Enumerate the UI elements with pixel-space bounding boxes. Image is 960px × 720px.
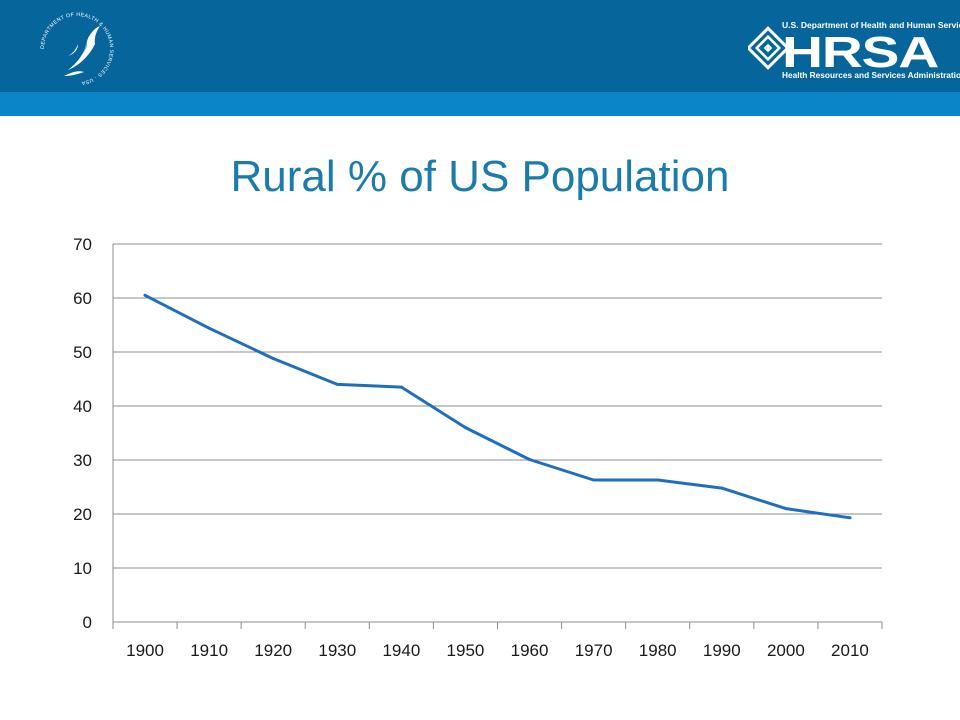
y-tick-label: 70 bbox=[73, 235, 92, 254]
data-point bbox=[399, 385, 403, 389]
hrsa-subtitle: Health Resources and Services Administra… bbox=[782, 70, 960, 80]
data-point bbox=[463, 426, 467, 430]
chart-title: Rural % of US Population bbox=[230, 152, 730, 201]
y-tick-label: 50 bbox=[73, 343, 92, 362]
data-point bbox=[784, 507, 788, 511]
data-point bbox=[656, 478, 660, 482]
data-point bbox=[848, 516, 852, 520]
y-tick-label: 60 bbox=[73, 289, 92, 308]
x-tick-label: 1980 bbox=[639, 641, 677, 660]
x-tick-label: 1950 bbox=[447, 641, 485, 660]
x-tick-label: 1920 bbox=[254, 641, 292, 660]
x-tick-label: 1910 bbox=[190, 641, 228, 660]
x-tick-label: 1900 bbox=[126, 641, 164, 660]
y-tick-label: 30 bbox=[73, 451, 92, 470]
data-point bbox=[143, 293, 147, 297]
data-point bbox=[271, 356, 275, 360]
x-tick-label: 2010 bbox=[831, 641, 869, 660]
hrsa-wordmark: HRSA bbox=[782, 28, 938, 77]
data-point bbox=[720, 486, 724, 490]
x-tick-label: 1930 bbox=[318, 641, 356, 660]
data-point bbox=[335, 382, 339, 386]
x-tick-label: 1940 bbox=[382, 641, 420, 660]
header-bar bbox=[0, 0, 960, 92]
data-point bbox=[528, 457, 532, 461]
series-line bbox=[143, 293, 852, 520]
hhs-eagle-seal-icon: DEPARTMENT OF HEALTH & HUMAN SERVICES · … bbox=[40, 12, 114, 86]
y-tick-label: 40 bbox=[73, 397, 92, 416]
y-tick-label: 20 bbox=[73, 505, 92, 524]
data-point bbox=[592, 478, 596, 482]
hrsa-logo-icon: HRSA bbox=[748, 26, 939, 77]
x-tick-label: 1970 bbox=[575, 641, 613, 660]
y-tick-label: 0 bbox=[83, 613, 92, 632]
x-tick-label: 2000 bbox=[767, 641, 805, 660]
hrsa-department: U.S. Department of Health and Human Serv… bbox=[782, 20, 960, 30]
x-tick-label: 1990 bbox=[703, 641, 741, 660]
data-point bbox=[207, 326, 211, 330]
header-stripe bbox=[0, 92, 960, 116]
y-tick-label: 10 bbox=[73, 559, 92, 578]
x-tick-label: 1960 bbox=[511, 641, 549, 660]
